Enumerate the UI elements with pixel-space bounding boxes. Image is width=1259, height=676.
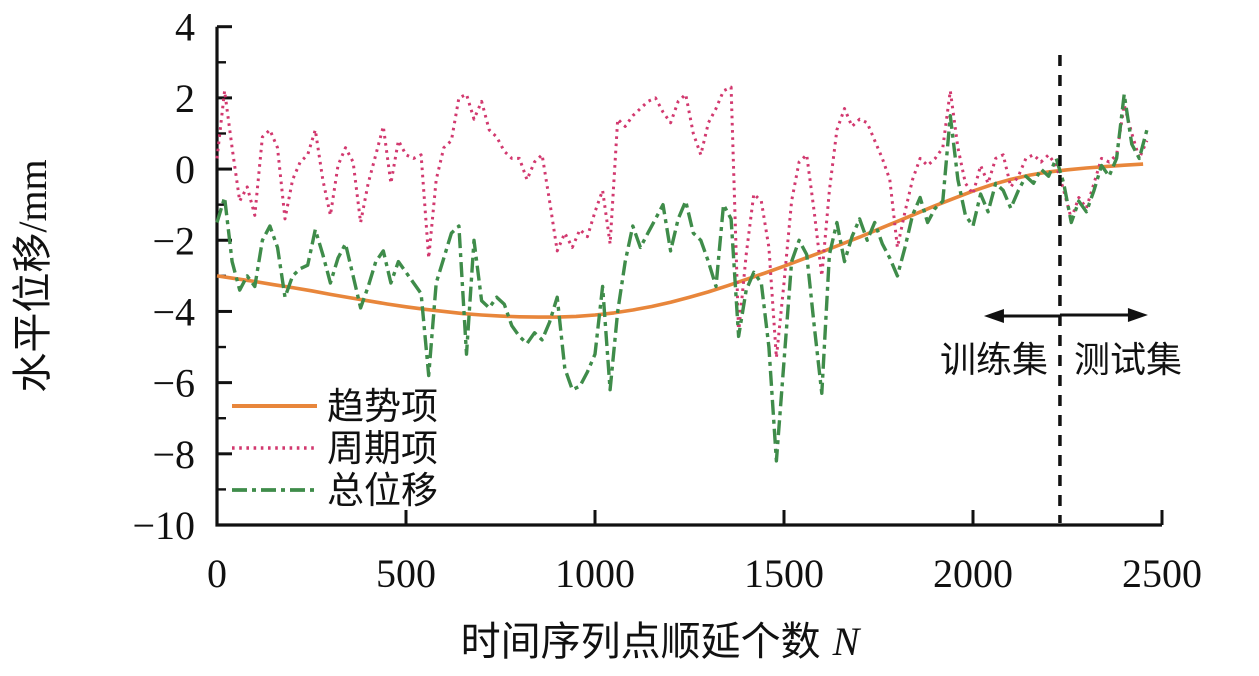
train-test-split	[983, 55, 1148, 523]
training-arrow-head	[983, 309, 1004, 323]
x-tick-label: 0	[207, 551, 227, 596]
test-arrow-head	[1127, 308, 1148, 322]
series-趋势项	[216, 162, 1144, 319]
x-tick-label: 1500	[744, 551, 824, 596]
series-周期项	[215, 85, 1149, 360]
x-axis-title-variable: N	[832, 619, 862, 664]
x-axis-title-text: 时间序列点顺延个数	[461, 619, 821, 664]
y-tick-label: 0	[175, 147, 195, 192]
legend-label-total: 总位移	[327, 470, 438, 512]
y-tick-label: −4	[152, 289, 195, 334]
x-tick-label: 2000	[933, 551, 1013, 596]
y-tick-label: −10	[132, 503, 195, 548]
x-tick-label: 500	[376, 551, 436, 596]
legend-label-periodic: 周期项	[327, 429, 438, 470]
y-tick-label: −2	[152, 218, 195, 263]
x-tick-label: 1000	[555, 551, 635, 596]
training-set-label: 训练集	[940, 340, 1048, 380]
x-axis-title: 时间序列点顺延个数 N	[461, 619, 862, 664]
series-总位移	[215, 92, 1149, 463]
y-tick-label: −6	[152, 361, 195, 406]
test-set-label: 测试集	[1074, 340, 1182, 380]
y-tick-label: 4	[175, 5, 195, 50]
y-tick-label: −8	[152, 432, 195, 477]
x-tick-label: 2500	[1122, 551, 1202, 596]
y-axis-title: 水平位移/mm	[10, 159, 55, 392]
legend: 趋势项 周期项 总位移	[232, 387, 438, 512]
legend-label-trend: 趋势项	[327, 387, 438, 428]
data-series	[215, 85, 1149, 463]
axes: 4 2 0 −2 −4 −6 −8 −10 0 500 1000 1500 2000 2500	[132, 5, 1202, 596]
y-tick-label: 2	[175, 76, 195, 121]
